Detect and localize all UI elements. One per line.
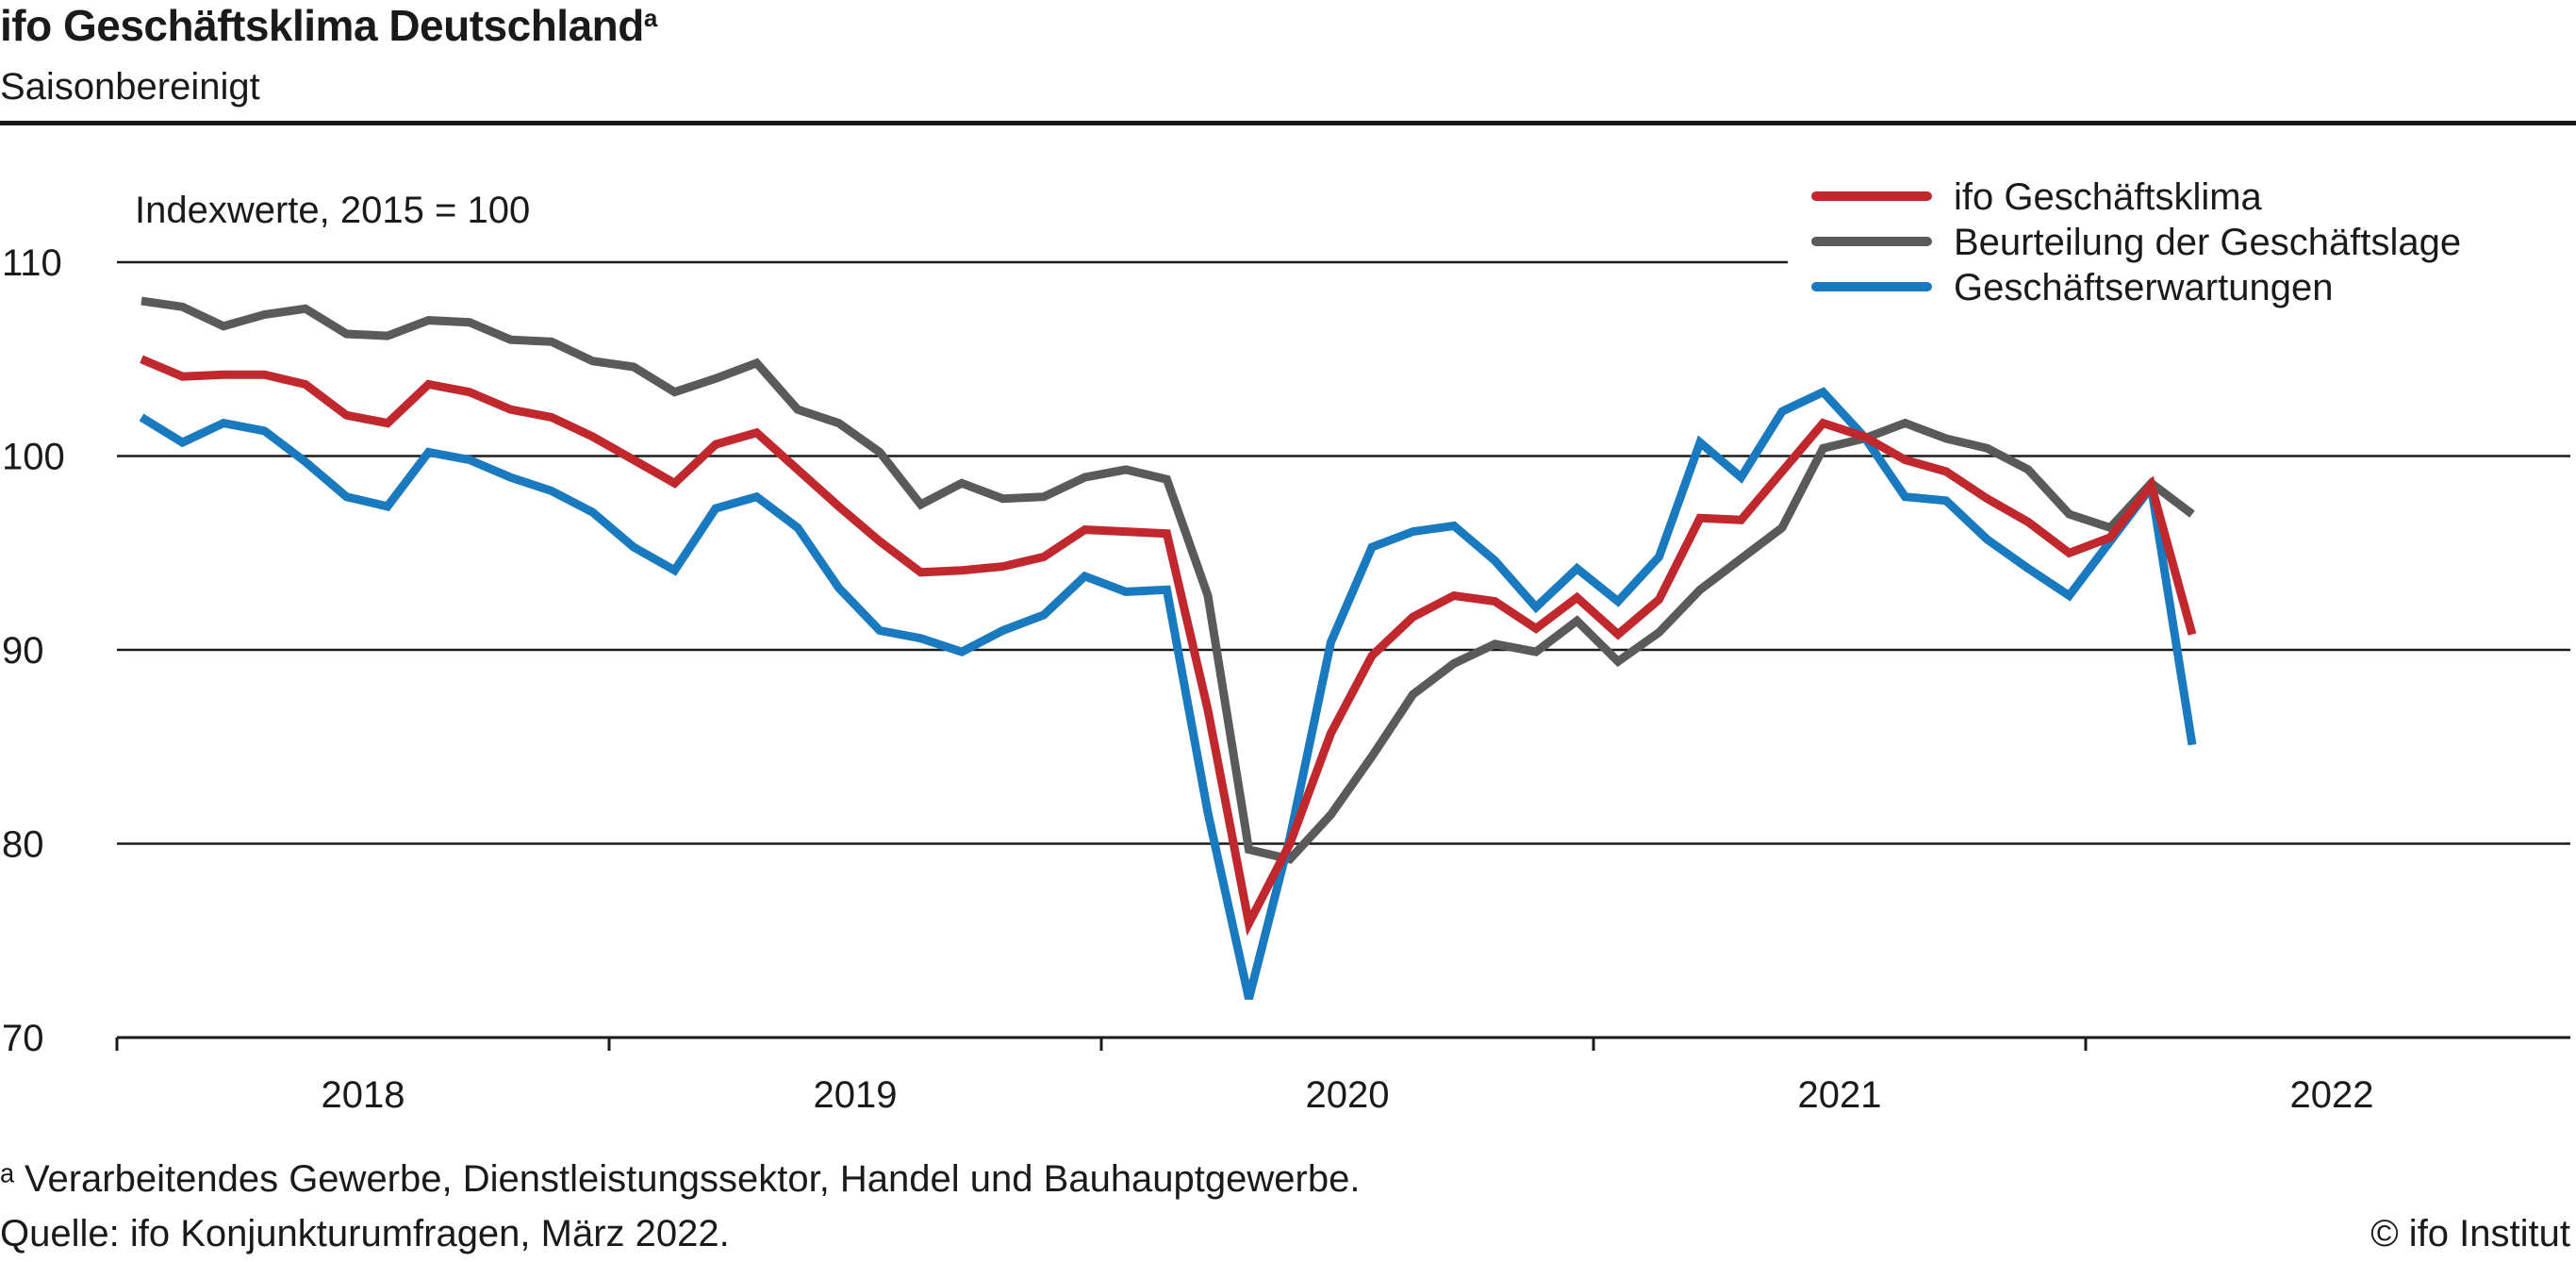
copyright: © ifo Institut [2370, 1213, 2570, 1254]
footnote: ᵃ Verarbeitendes Gewerbe, Dienstleistung… [0, 1158, 1361, 1200]
x-tick-label-2019: 2019 [814, 1074, 898, 1116]
title-footnote-marker: a [643, 4, 657, 32]
legend-label-klima: ifo Geschäftsklima [1954, 176, 2263, 218]
y-tick-label-80: 80 [2, 824, 44, 866]
y-tick-label-70: 70 [2, 1018, 44, 1059]
source-note: Quelle: ifo Konjunkturumfragen, März 202… [0, 1213, 730, 1254]
series-line-lage [140, 296, 2195, 864]
series-line-erwartungen [139, 387, 2197, 1001]
chart-subtitle: Saisonbereinigt [0, 66, 260, 108]
y-tick-label-100: 100 [2, 437, 65, 478]
y-tick-label-110: 110 [2, 242, 62, 284]
header-rule [0, 121, 2576, 125]
chart-title: ifo Geschäftsklima Deutschlanda [0, 1, 657, 50]
x-tick-label-2021: 2021 [1798, 1074, 1882, 1116]
x-tick-label-2018: 2018 [322, 1074, 405, 1116]
legend-label-erwartungen: Geschäftserwartungen [1954, 267, 2333, 308]
x-axis: 2018 2019 2020 2021 2022 [115, 1036, 2570, 1116]
legend-label-lage: Beurteilung der Geschäftslage [1954, 222, 2461, 263]
gridlines [117, 260, 2570, 845]
y-axis-tick-labels: 70 80 90 100 110 [2, 242, 65, 1059]
unit-note: Indexwerte, 2015 = 100 [135, 190, 530, 231]
line-chart: 70 80 90 100 110 2018 2019 2020 2021 2022 Indexw… [2, 176, 2570, 1116]
x-tick-label-2022: 2022 [2290, 1074, 2374, 1116]
series-line-klima [140, 355, 2197, 937]
series-lines [139, 296, 2197, 1001]
x-tick-label-2020: 2020 [1306, 1074, 1390, 1116]
y-tick-label-90: 90 [2, 630, 44, 672]
